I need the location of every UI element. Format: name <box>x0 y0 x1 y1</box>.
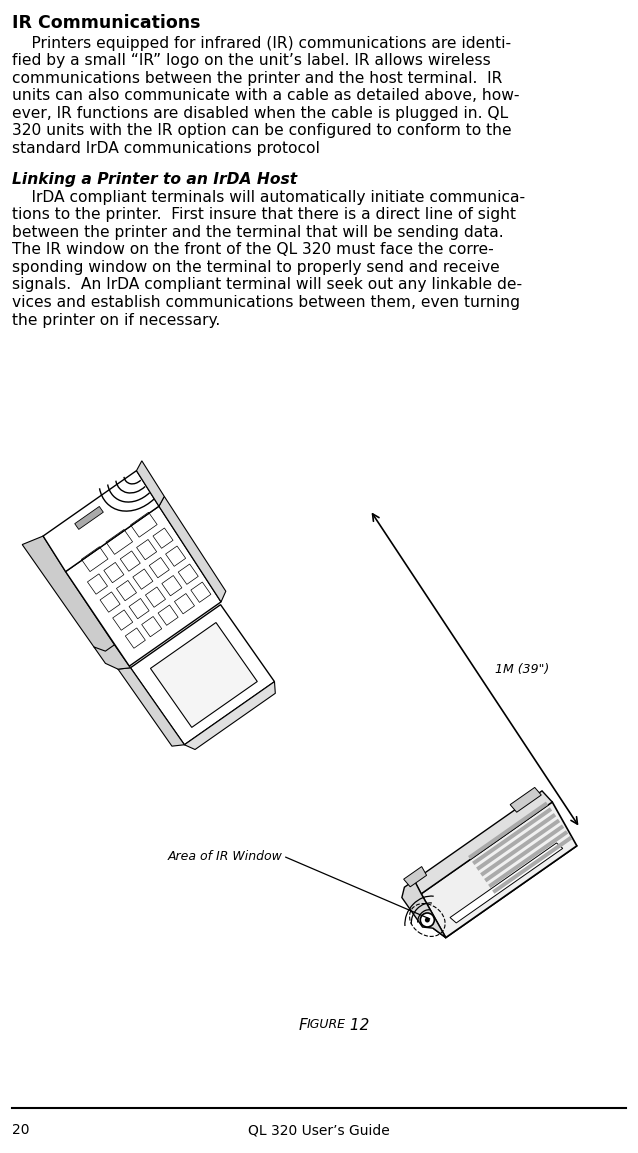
Polygon shape <box>433 836 577 937</box>
Polygon shape <box>492 836 572 894</box>
Text: F: F <box>299 1017 308 1032</box>
Text: units can also communicate with a cable as detailed above, how-: units can also communicate with a cable … <box>12 89 519 104</box>
Polygon shape <box>94 645 130 669</box>
Polygon shape <box>480 819 560 876</box>
Text: vices and establish communications between them, even turning: vices and establish communications betwe… <box>12 295 520 310</box>
Text: 320 units with the IR option can be configured to conform to the: 320 units with the IR option can be conf… <box>12 123 512 138</box>
Text: Area of IR Window: Area of IR Window <box>168 850 283 862</box>
Polygon shape <box>159 497 226 602</box>
Text: The IR window on the front of the QL 320 must face the corre-: The IR window on the front of the QL 320… <box>12 242 494 257</box>
Polygon shape <box>75 506 103 529</box>
Text: 12: 12 <box>345 1017 369 1032</box>
Text: standard IrDA communications protocol: standard IrDA communications protocol <box>12 141 320 156</box>
Text: the printer on if necessary.: the printer on if necessary. <box>12 312 220 327</box>
Polygon shape <box>414 791 553 894</box>
Text: tions to the printer.  First insure that there is a direct line of sight: tions to the printer. First insure that … <box>12 208 516 223</box>
Text: fied by a small “IR” logo on the unit’s label. IR allows wireless: fied by a small “IR” logo on the unit’s … <box>12 53 491 68</box>
Text: communications between the printer and the host terminal.  IR: communications between the printer and t… <box>12 71 502 86</box>
Circle shape <box>420 913 434 927</box>
Text: 20: 20 <box>12 1123 29 1137</box>
Polygon shape <box>488 830 568 888</box>
Polygon shape <box>151 623 257 728</box>
Text: Linking a Printer to an IrDA Host: Linking a Printer to an IrDA Host <box>12 172 297 187</box>
Text: 1M (39"): 1M (39") <box>495 663 549 676</box>
Text: sponding window on the terminal to properly send and receive: sponding window on the terminal to prope… <box>12 259 500 276</box>
Polygon shape <box>472 807 552 865</box>
Polygon shape <box>137 461 164 506</box>
Text: signals.  An IrDA compliant terminal will seek out any linkable de-: signals. An IrDA compliant terminal will… <box>12 278 522 293</box>
Polygon shape <box>484 824 564 882</box>
Text: IR Communications: IR Communications <box>12 14 200 32</box>
Text: IGURE: IGURE <box>307 1018 346 1032</box>
Text: IrDA compliant terminals will automatically initiate communica-: IrDA compliant terminals will automatica… <box>12 190 525 205</box>
Polygon shape <box>450 843 563 922</box>
Polygon shape <box>476 813 556 871</box>
Polygon shape <box>118 668 184 746</box>
Text: Printers equipped for infrared (IR) communications are identi-: Printers equipped for infrared (IR) comm… <box>12 36 511 51</box>
Polygon shape <box>510 787 541 812</box>
Polygon shape <box>402 881 446 937</box>
Text: ever, IR functions are disabled when the cable is plugged in. QL: ever, IR functions are disabled when the… <box>12 106 508 121</box>
Polygon shape <box>66 506 221 666</box>
Text: QL 320 User’s Guide: QL 320 User’s Guide <box>248 1123 390 1137</box>
Polygon shape <box>130 604 274 745</box>
Polygon shape <box>468 801 548 859</box>
Text: between the printer and the terminal that will be sending data.: between the printer and the terminal tha… <box>12 225 503 240</box>
Polygon shape <box>22 536 130 669</box>
Polygon shape <box>184 681 276 749</box>
Polygon shape <box>404 867 427 887</box>
Polygon shape <box>421 802 577 937</box>
Polygon shape <box>43 470 159 572</box>
Circle shape <box>425 918 430 922</box>
